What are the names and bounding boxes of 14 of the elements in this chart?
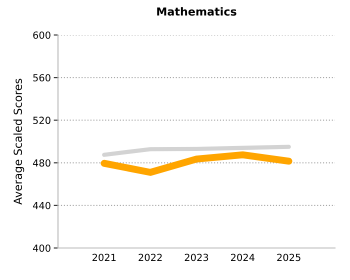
y-axis-title: Average Scaled Scores — [13, 78, 24, 205]
chart-title: Mathematics — [157, 7, 236, 16]
x-tick-label: 2024 — [231, 254, 254, 262]
y-tick-label: 400 — [32, 244, 50, 252]
x-tick-label: 2022 — [138, 254, 162, 262]
y-tick-label: 440 — [32, 202, 50, 210]
y-tick-label: 480 — [32, 159, 50, 167]
y-tick-label: 560 — [33, 74, 50, 82]
x-tick-label: 2025 — [277, 254, 300, 262]
y-tick-label: 600 — [33, 31, 50, 39]
x-tick-label: 2023 — [184, 254, 208, 262]
x-tick-label: 2021 — [92, 254, 116, 262]
line-series — [102, 144, 291, 157]
y-tick-label: 520 — [33, 116, 50, 124]
